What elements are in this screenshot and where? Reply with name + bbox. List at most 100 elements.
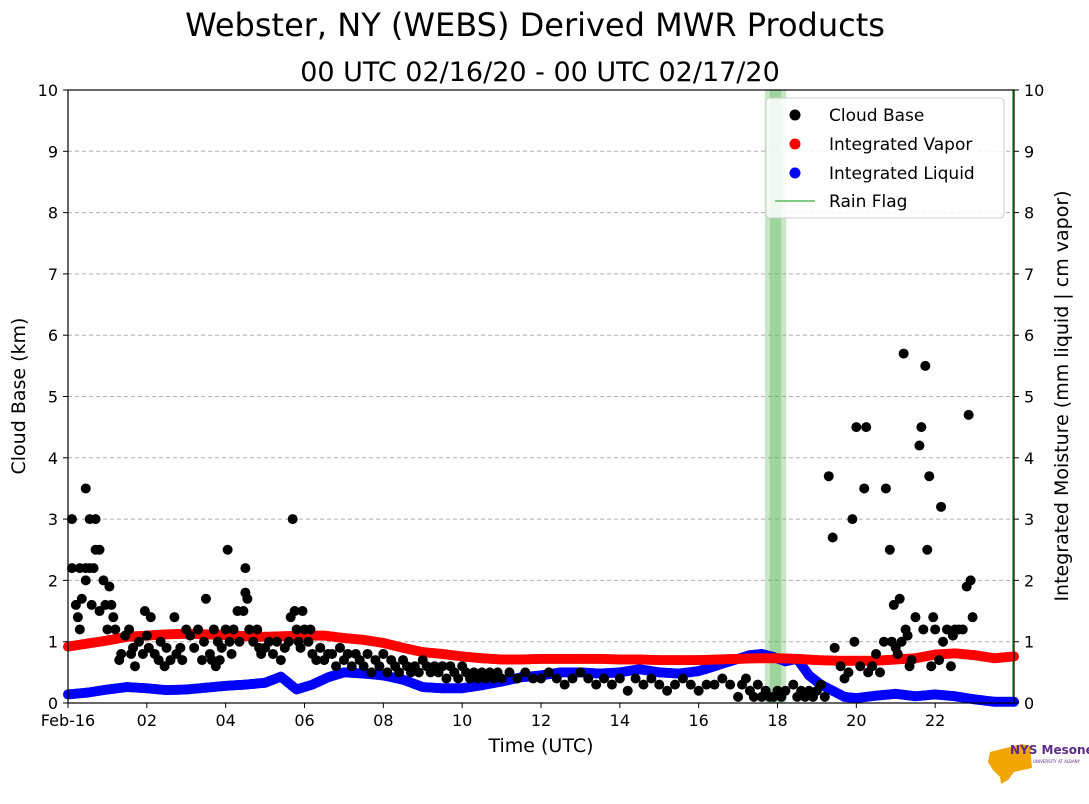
cloud-base-point (567, 673, 578, 684)
cloud-base-point (76, 593, 87, 604)
cloud-base-point (575, 667, 586, 678)
cloud-base-point (94, 544, 105, 555)
cloud-base-point (835, 661, 846, 672)
cloud-base-point (748, 691, 759, 702)
x-tick-label: 22 (925, 711, 945, 730)
cloud-base-point (252, 624, 263, 635)
cloud-base-point (740, 673, 751, 684)
cloud-base-point (924, 471, 935, 482)
cloud-base-point (819, 691, 830, 702)
cloud-base-point (861, 422, 872, 433)
series-integrated-liquid (63, 648, 1019, 707)
cloud-base-point (654, 679, 665, 690)
y-axis-right: 0 1 2 3 4 5 6 7 8 9 10 (1014, 81, 1044, 713)
cloud-base-point (638, 679, 649, 690)
cloud-base-point (967, 612, 978, 623)
legend-label-integrated-liquid: Integrated Liquid (829, 164, 975, 184)
cloud-base-point (902, 630, 913, 641)
cloud-base-point (311, 655, 322, 666)
legend-box (765, 97, 1005, 219)
y-axis-left: 0 1 2 3 4 5 6 7 8 9 10 (38, 81, 68, 713)
legend-marker-cloud-base (789, 109, 801, 121)
cloud-base-point (504, 667, 515, 678)
cloud-base-point (295, 642, 306, 653)
cloud-base-point (496, 673, 507, 684)
cloud-base-point (709, 679, 720, 690)
cloud-base-point (936, 501, 947, 512)
logo-subtext: UNIVERSITY AT ALBANY (1033, 759, 1081, 764)
x-tick-label: 20 (846, 711, 866, 730)
y-axis-left-label: Cloud Base (km) (8, 318, 30, 475)
y-left-tick-label: 2 (48, 571, 58, 590)
y-left-tick-label: 0 (48, 694, 58, 713)
cloud-base-point (224, 636, 235, 647)
cloud-base-point (374, 661, 385, 672)
cloud-base-point (116, 648, 127, 659)
cloud-base-point (614, 673, 625, 684)
x-axis-label: Time (UTC) (487, 735, 593, 757)
x-tick-label: 02 (137, 711, 157, 730)
cloud-base-point (630, 673, 641, 684)
y-right-tick-label: 10 (1024, 81, 1044, 100)
cloud-base-point (788, 679, 799, 690)
cloud-base-point (244, 624, 255, 635)
cloud-base-point (177, 655, 188, 666)
cloud-base-point (965, 575, 976, 586)
cloud-base-point (670, 679, 681, 690)
cloud-base-point (185, 630, 196, 641)
cloud-base-point (222, 544, 233, 555)
cloud-base-point (717, 673, 728, 684)
cloud-base-point (362, 648, 373, 659)
cloud-base-point (169, 612, 180, 623)
cloud-base-point (175, 642, 186, 653)
cloud-base-point (297, 606, 308, 617)
cloud-base-point (752, 679, 763, 690)
cloud-base-point (918, 624, 929, 635)
cloud-base-point (208, 624, 219, 635)
y-right-tick-label: 3 (1024, 510, 1034, 529)
cloud-base-point (238, 606, 249, 617)
cloud-base-point (963, 409, 974, 420)
cloud-base-point (289, 606, 300, 617)
cloud-base-point (880, 483, 891, 494)
cloud-base-point (226, 648, 237, 659)
cloud-base-point (829, 642, 840, 653)
cloud-base-point (305, 624, 316, 635)
y-right-tick-label: 4 (1024, 449, 1034, 468)
cloud-base-point (591, 679, 602, 690)
x-tick-label: 06 (294, 711, 314, 730)
y-left-tick-label: 10 (38, 81, 58, 100)
cloud-base-point (437, 661, 448, 672)
y-left-tick-label: 3 (48, 510, 58, 529)
cloud-base-point (536, 673, 546, 684)
gridlines (68, 150, 1014, 643)
cloud-base-point (920, 360, 931, 371)
y-left-tick-label: 5 (48, 388, 58, 407)
cloud-base-point (220, 624, 231, 635)
cloud-base-point (74, 624, 85, 635)
cloud-base-point (662, 685, 673, 696)
cloud-base-point (685, 679, 696, 690)
cloud-base-point (88, 563, 99, 574)
y-left-tick-label: 6 (48, 326, 58, 345)
cloud-base-point (884, 544, 895, 555)
y-right-tick-label: 0 (1024, 694, 1034, 713)
cloud-base-point (559, 679, 570, 690)
y-right-tick-label: 7 (1024, 265, 1034, 284)
legend-marker-integrated-liquid (789, 167, 801, 179)
cloud-base-point (303, 636, 314, 647)
y-left-tick-label: 7 (48, 265, 58, 284)
cloud-base-point (898, 348, 909, 359)
cloud-base-point (124, 624, 135, 635)
legend-marker-integrated-vapor (789, 138, 801, 150)
cloud-base-point (193, 624, 204, 635)
cloud-base-point (394, 667, 405, 678)
cloud-base-point (725, 679, 736, 690)
cloud-base-point (66, 514, 77, 525)
x-axis: Feb-16 02 04 06 08 10 12 14 16 18 20 22 (41, 703, 945, 730)
cloud-base-point (327, 648, 338, 659)
cloud-base-point (291, 624, 302, 635)
cloud-base-point (930, 624, 941, 635)
y-right-tick-label: 9 (1024, 142, 1034, 161)
cloud-base-point (287, 514, 298, 525)
